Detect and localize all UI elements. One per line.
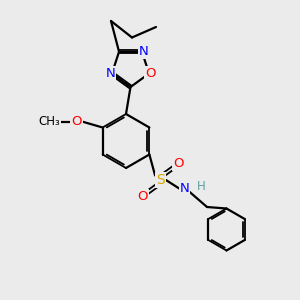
Text: N: N	[139, 45, 148, 58]
Text: N: N	[180, 182, 189, 196]
Text: O: O	[145, 67, 156, 80]
Text: CH₃: CH₃	[38, 115, 60, 128]
Text: O: O	[71, 115, 82, 128]
Text: S: S	[156, 173, 165, 187]
Text: H: H	[196, 179, 206, 193]
Text: N: N	[106, 67, 115, 80]
Text: O: O	[173, 157, 184, 170]
Text: O: O	[137, 190, 148, 203]
